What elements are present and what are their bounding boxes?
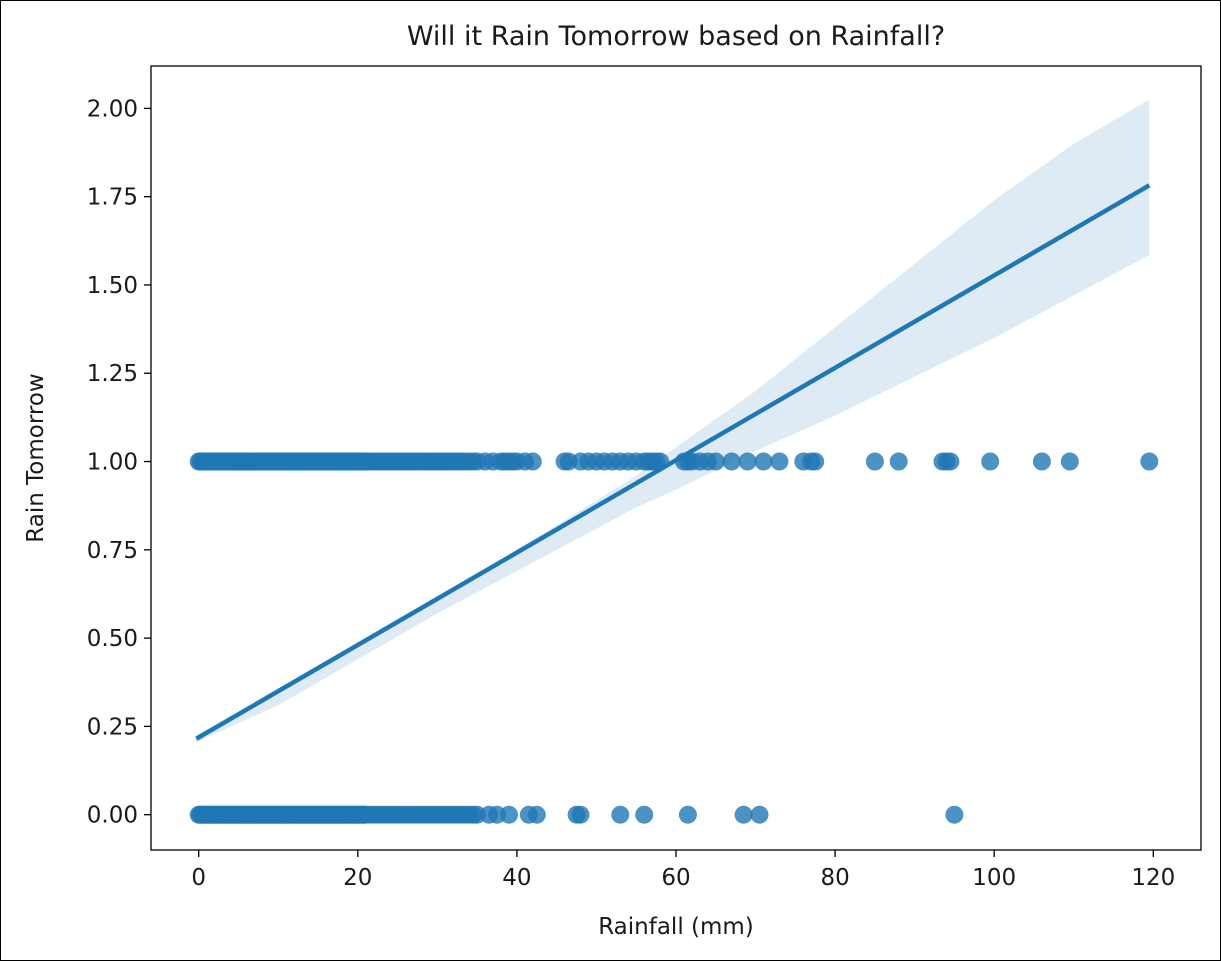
points-layer <box>189 452 1159 824</box>
data-point <box>889 452 908 471</box>
data-point <box>1060 452 1079 471</box>
y-axis-ticks: 0.00 0.25 0.50 0.75 1.00 1.25 1.50 1.75 2.00 <box>87 96 151 829</box>
data-point <box>754 452 773 471</box>
data-point <box>635 805 654 824</box>
y-tick-label: 0.75 <box>87 538 138 564</box>
data-point <box>706 452 725 471</box>
x-tick-label: 60 <box>661 865 690 891</box>
data-point <box>734 805 753 824</box>
regression-line <box>195 183 1151 741</box>
data-point <box>1140 452 1159 471</box>
x-tick-label: 80 <box>820 865 849 891</box>
data-point <box>523 452 542 471</box>
y-tick-label: 1.00 <box>87 450 138 476</box>
y-tick-label: 0.00 <box>87 803 138 829</box>
data-point <box>1032 452 1051 471</box>
data-point <box>611 805 630 824</box>
chart-title: Will it Rain Tomorrow based on Rainfall? <box>407 21 945 52</box>
y-tick-label: 2.00 <box>87 96 138 122</box>
confidence-band-layer <box>196 99 1150 743</box>
data-point <box>750 805 769 824</box>
data-point <box>500 805 518 824</box>
x-tick-label: 20 <box>343 865 372 891</box>
data-point <box>678 805 697 824</box>
data-point <box>527 805 546 824</box>
y-tick-label: 0.50 <box>87 626 138 652</box>
data-point <box>941 452 960 471</box>
x-axis-ticks: 0 20 40 60 80 100 120 <box>191 850 1175 891</box>
data-point <box>738 452 757 471</box>
y-tick-label: 0.25 <box>87 714 138 740</box>
data-point <box>722 452 741 471</box>
data-point <box>806 452 825 471</box>
y-axis-label: Rain Tomorrow <box>23 373 49 542</box>
x-tick-label: 100 <box>972 865 1016 891</box>
data-point <box>945 805 964 824</box>
x-tick-label: 120 <box>1131 865 1175 891</box>
confidence-band <box>196 99 1150 743</box>
regression-line-layer <box>195 183 1151 741</box>
data-point <box>981 452 1000 471</box>
x-axis-label: Rainfall (mm) <box>598 914 754 940</box>
x-tick-label: 0 <box>191 865 206 891</box>
y-tick-label: 1.25 <box>87 361 138 387</box>
x-tick-label: 40 <box>502 865 531 891</box>
data-point <box>865 452 884 471</box>
data-point <box>571 805 590 824</box>
y-tick-label: 1.75 <box>87 185 138 211</box>
y-tick-label: 1.50 <box>87 273 138 299</box>
data-point <box>770 452 789 471</box>
